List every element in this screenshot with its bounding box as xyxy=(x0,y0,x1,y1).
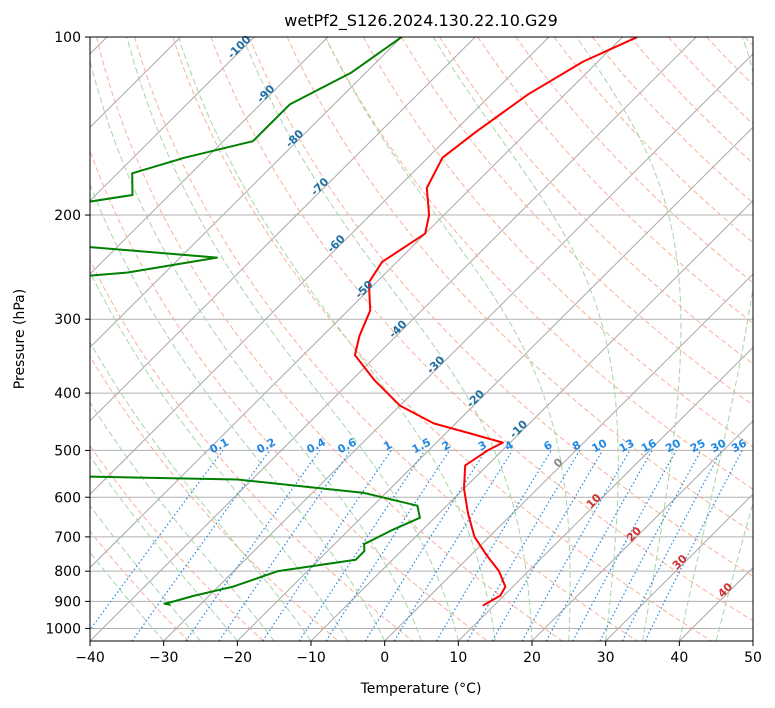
x-tick-label: −20 xyxy=(223,650,253,666)
moist-adiabat xyxy=(715,501,753,641)
isotherm-line xyxy=(90,37,402,349)
dry-adiabat xyxy=(362,37,753,448)
isotherm-line xyxy=(90,37,476,422)
isotherm-line xyxy=(531,420,753,641)
y-tick-label: 200 xyxy=(54,208,81,224)
series-layer xyxy=(90,37,638,607)
moist-adiabat xyxy=(90,182,386,641)
y-tick-label: 900 xyxy=(54,594,81,610)
mixing-ratio-line xyxy=(185,450,321,641)
moist-adiabat xyxy=(752,639,753,641)
mixing-ratio-line xyxy=(491,450,604,641)
dry-adiabat xyxy=(90,530,190,641)
isotherm-line xyxy=(90,37,255,202)
mixing-ratio-line xyxy=(435,450,552,641)
isotherm-line xyxy=(90,37,623,569)
mixing-ratio-label: 30 xyxy=(709,436,729,455)
moist-adiabat xyxy=(90,551,165,641)
x-tick-label: 50 xyxy=(744,650,762,666)
x-tick-label: 0 xyxy=(380,650,389,666)
mixing-ratio-line xyxy=(521,450,631,641)
dry-adiabat xyxy=(96,37,563,641)
dry-adiabat xyxy=(439,37,753,365)
y-tick-label: 300 xyxy=(54,312,81,328)
isotherm-line xyxy=(163,53,753,641)
isotherm-line xyxy=(90,37,697,641)
isotherm-line xyxy=(384,273,753,641)
y-tick-label: 1000 xyxy=(45,621,81,637)
x-tick-label: 40 xyxy=(670,650,688,666)
dry-adiabat xyxy=(324,37,753,490)
isotherm-line xyxy=(90,37,550,495)
moist-adiabat xyxy=(126,37,459,641)
moist-adiabat xyxy=(324,37,571,641)
mixing-ratio-line xyxy=(545,450,653,641)
mixing-ratio-line xyxy=(364,450,487,641)
x-tick-label: 20 xyxy=(523,650,541,666)
y-axis-title: Pressure (hPa) xyxy=(12,289,28,389)
profile-line-1 xyxy=(90,37,421,606)
y-tick-label: 800 xyxy=(54,564,81,580)
dry-adiabat xyxy=(286,37,753,534)
mixing-ratio-label: 36 xyxy=(729,436,749,455)
mixing-ratio-line xyxy=(131,450,271,641)
dry-adiabat xyxy=(629,37,753,164)
dry-adiabat xyxy=(248,37,753,577)
x-axis-title: Temperature (°C) xyxy=(360,681,482,697)
moist-adiabat xyxy=(242,37,533,641)
moist-adiabat xyxy=(90,58,422,641)
dry-adiabat xyxy=(90,258,414,641)
dry-adiabat xyxy=(134,37,638,641)
x-tick-label: −40 xyxy=(75,650,105,666)
x-tick-label: −10 xyxy=(296,650,326,666)
moist-adiabat xyxy=(90,341,312,641)
mixing-ratio-label: 20 xyxy=(663,436,683,455)
background-lines xyxy=(90,37,753,641)
dry-adiabat xyxy=(210,37,753,622)
mixing-ratio-line xyxy=(90,450,224,631)
y-tick-label: 600 xyxy=(54,490,81,506)
moist-adiabat xyxy=(177,37,496,641)
plot-frame xyxy=(89,36,754,642)
mixing-ratio-label: 10 xyxy=(590,436,610,455)
axes-layer: −40 −30 −20 −10 0 10 20 30 40 50 100 200 300 400 500 60… xyxy=(45,30,762,666)
isotherm-line xyxy=(457,346,753,641)
dry-adiabat xyxy=(553,37,753,244)
chart-title: wetPf2_S126.2024.130.22.10.G29 xyxy=(284,11,558,31)
moist-adiabat xyxy=(90,504,201,641)
moist-adiabat xyxy=(678,37,753,641)
profile-line-0 xyxy=(353,37,638,607)
mixing-ratio-label: 13 xyxy=(617,437,637,456)
dry-adiabat xyxy=(515,37,753,284)
dry-adiabat xyxy=(172,37,712,641)
mixing-ratio-line xyxy=(325,450,451,641)
mixing-ratio-label: 25 xyxy=(688,437,708,456)
x-tick-label: −30 xyxy=(149,650,179,666)
x-tick-label: 10 xyxy=(449,650,467,666)
moist-adiabat xyxy=(90,401,275,641)
dry-adiabat xyxy=(90,149,488,641)
y-tick-label: 700 xyxy=(54,530,81,546)
y-tick-label: 100 xyxy=(54,30,81,46)
moist-adiabat xyxy=(432,37,619,641)
isotherm-line xyxy=(605,493,753,641)
dry-adiabat xyxy=(90,355,339,641)
plot-area xyxy=(90,37,753,641)
y-tick-label: 400 xyxy=(54,386,81,402)
mixing-ratio-line xyxy=(572,450,677,641)
isotherm-line xyxy=(752,640,753,641)
mixing-ratio-line xyxy=(393,450,513,641)
moist-adiabat xyxy=(90,455,238,641)
mixing-ratio-line xyxy=(218,450,351,641)
x-tick-label: 30 xyxy=(597,650,615,666)
y-tick-label: 500 xyxy=(54,443,81,459)
mixing-ratio-label: 16 xyxy=(639,436,659,455)
isotherm-line xyxy=(236,126,753,641)
mixing-ratio-line xyxy=(466,450,581,641)
moist-adiabat xyxy=(576,37,682,641)
isotherm-line xyxy=(90,37,329,275)
